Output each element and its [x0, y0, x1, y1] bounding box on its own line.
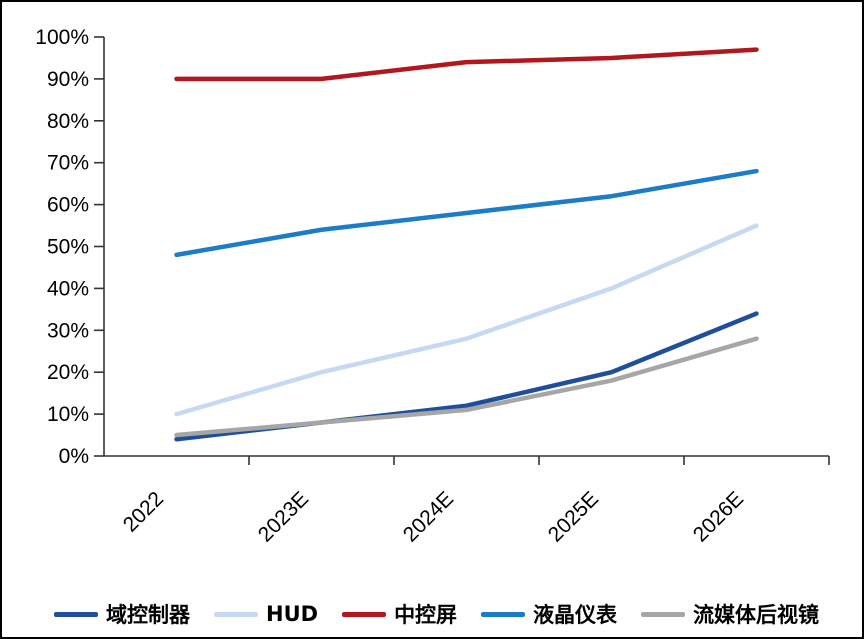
svg-text:70%: 70%	[47, 152, 89, 175]
plot-lines	[174, 47, 759, 442]
svg-text:2023E: 2023E	[254, 487, 313, 546]
legend-item-lcd-cluster: 液晶仪表	[481, 599, 617, 629]
legend-swatch-lcd-cluster	[481, 611, 526, 617]
svg-text:50%: 50%	[47, 236, 89, 259]
legend: 域控制器 HUD 中控屏 液晶仪表 流媒体后视镜	[54, 599, 819, 629]
legend-label-lcd-cluster: 液晶仪表	[533, 603, 618, 627]
legend-item-center-screen: 中控屏	[342, 599, 457, 629]
svg-text:20%: 20%	[47, 361, 89, 384]
legend-swatch-center-screen	[342, 611, 387, 617]
svg-text:2022: 2022	[119, 487, 168, 536]
y-axis: 0% 10% 20% 30% 40% 50% 60% 70% 80% 90% 100%	[35, 26, 105, 468]
legend-label-domain-controller: 域控制器	[106, 603, 190, 627]
legend-swatch-hud	[214, 611, 258, 617]
line-chart: 0%10%20%30%40%50%60%70%80%90%100% 2022 20…	[35, 26, 830, 546]
legend-item-domain-controller: 域控制器	[54, 599, 190, 629]
legend-label-hud: HUD	[266, 602, 319, 626]
legend-label-center-screen: 中控屏	[394, 603, 458, 627]
svg-text:60%: 60%	[47, 194, 89, 217]
svg-text:0%: 0%	[59, 445, 89, 468]
x-axis: 2022 2023E 2024E 2025E 2026E	[104, 455, 830, 546]
svg-text:40%: 40%	[47, 277, 89, 300]
legend-swatch-streaming-mirror	[641, 611, 686, 617]
svg-text:100%: 100%	[35, 26, 89, 49]
legend-swatch-domain-controller	[54, 611, 98, 617]
svg-text:80%: 80%	[47, 110, 89, 133]
legend-item-streaming-mirror: 流媒体后视镜	[641, 599, 819, 629]
svg-text:2025E: 2025E	[544, 487, 603, 546]
svg-text:2026E: 2026E	[689, 487, 748, 546]
svg-text:10%: 10%	[47, 403, 89, 426]
svg-text:2024E: 2024E	[399, 487, 458, 546]
svg-text:30%: 30%	[47, 319, 89, 342]
svg-text:90%: 90%	[47, 68, 89, 91]
legend-item-hud: HUD	[214, 602, 318, 626]
legend-label-streaming-mirror: 流媒体后视镜	[693, 603, 820, 627]
